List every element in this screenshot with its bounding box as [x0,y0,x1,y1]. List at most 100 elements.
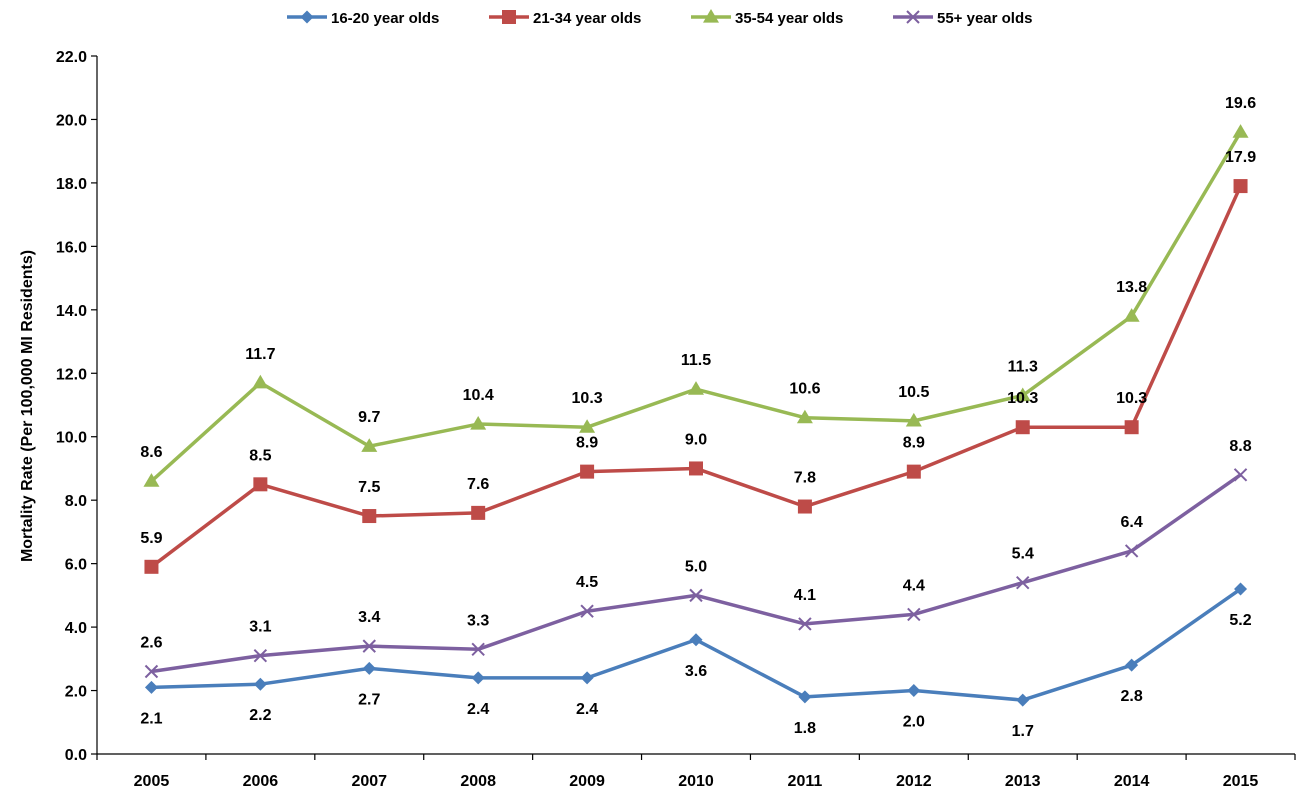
x-tick-label: 2012 [896,773,932,790]
series-marker-16-20 [798,690,812,704]
data-label-35-54: 10.4 [463,387,494,404]
x-tick-label: 2006 [243,773,279,790]
series-marker-35-54 [1232,124,1249,138]
series-marker-16-20 [1016,693,1030,707]
legend-label-16-20: 16-20 year olds [331,10,439,27]
legend-marker-35-54 [703,9,719,23]
x-tick-label: 2014 [1114,773,1150,790]
series-marker-21-34 [471,505,486,520]
data-label-55plus: 4.1 [794,587,816,604]
data-label-55plus: 5.4 [1012,546,1034,563]
y-tick-label: 2.0 [65,684,87,701]
series-marker-55plus [253,648,268,663]
data-label-35-54: 11.7 [245,346,275,363]
data-label-35-54: 13.8 [1116,279,1147,296]
data-label-16-20: 2.8 [1121,688,1143,705]
series-marker-55plus-stroke [362,639,376,653]
data-label-21-34: 7.8 [794,470,816,487]
x-tick-label: 2005 [134,773,170,790]
data-label-16-20: 2.4 [576,701,598,718]
series-marker-21-34 [1015,420,1030,435]
x-tick-label: 2013 [1005,773,1041,790]
series-marker-16-20 [1234,582,1248,596]
legend-marker-55plus [906,10,920,24]
series-marker-16-20 [689,633,703,647]
data-label-21-34: 8.9 [576,435,598,452]
series-marker-55plus [144,664,159,679]
y-axis: 0.0 2.0 4.0 6.0 8.0 10.0 12.0 14.0 16.0 18.0 20.0 2… [56,49,98,764]
y-tick-label: 16.0 [56,239,87,256]
x-tick-label: 2015 [1223,773,1259,790]
legend-marker-21-34 [502,10,516,24]
series-marker-55plus-stroke [1016,575,1030,590]
data-label-35-54: 11.3 [1008,358,1038,375]
series-marker-21-34 [1124,420,1139,435]
y-tick-label: 4.0 [65,620,87,637]
series-marker-55plus-stroke [580,604,594,618]
data-label-35-54: 10.5 [898,384,929,401]
series-marker-16-20 [580,671,594,685]
series-marker-35-54 [905,412,922,427]
series-marker-55plus [1016,575,1030,590]
x-tick-label: 2009 [569,773,605,790]
data-label-55plus: 3.1 [249,619,271,636]
data-label-35-54: 19.6 [1225,95,1256,112]
series-marker-35-54 [1123,308,1140,322]
data-label-21-34: 10.3 [1116,390,1147,407]
data-label-55plus: 6.4 [1121,514,1143,531]
series-marker-21-34 [797,499,812,514]
series-marker-35-54 [470,416,487,430]
data-label-16-20: 2.2 [249,707,271,724]
y-tick-label: 8.0 [65,493,87,510]
series-marker-35-54 [252,374,269,389]
legend-label-21-34: 21-34 year olds [533,10,641,27]
series-marker-35-54 [361,438,378,452]
series-marker-35-54 [796,409,813,424]
x-axis: 2005 2006 2007 2008 2009 2010 2011 2012 2013 2014… [96,753,1296,790]
y-tick-label: 10.0 [56,430,87,447]
data-label-35-54: 9.7 [358,409,380,426]
series-marker-55plus-stroke [144,664,159,679]
series-marker-55plus [471,642,485,657]
legend-label-35-54: 35-54 year olds [735,10,843,27]
data-label-21-34: 5.9 [140,530,162,547]
series-marker-55plus-stroke [798,617,812,631]
series-marker-55plus [907,607,921,622]
data-label-55plus: 5.0 [685,558,707,575]
series-line-21-34 [150,185,1243,569]
data-label-16-20: 2.1 [140,710,162,727]
series-marker-21-34 [580,464,595,479]
x-tick-label: 2010 [678,773,714,790]
data-label-16-20: 2.4 [467,701,489,718]
data-labels: 2.1 2.2 2.7 2.4 2.4 3.6 1.8 2.0 1.7 2.8 5.2 5.9 8.5 7… [140,95,1256,740]
legend: 16-20 year olds 21-34 year olds 35-54 year… [287,9,1032,27]
series-marker-55plus-stroke [1233,468,1248,482]
x-tick-label: 2007 [351,773,387,790]
series-marker-21-34 [906,464,921,479]
series-marker-16-20 [144,680,158,694]
y-tick-label: 14.0 [56,303,87,320]
data-label-35-54: 10.6 [789,381,820,398]
series-marker-35-54 [1014,387,1031,402]
data-label-21-34: 10.3 [1007,390,1038,407]
data-label-16-20: 5.2 [1229,612,1251,629]
series-marker-16-20 [907,684,921,698]
y-tick-label: 22.0 [56,49,87,66]
data-label-21-34: 7.6 [467,476,489,493]
series-marker-16-20 [471,671,485,685]
data-label-21-34: 9.0 [685,431,707,448]
y-tick-label: 0.0 [65,747,87,764]
y-tick-label: 6.0 [65,557,87,574]
data-label-35-54: 8.6 [140,444,162,461]
series-marker-16-20 [362,661,376,675]
data-label-16-20: 1.7 [1012,723,1034,740]
series-marker-55plus-stroke [253,648,268,663]
series-marker-16-20 [1125,658,1139,672]
legend-label-55plus: 55+ year olds [937,10,1032,27]
data-label-21-34: 8.5 [249,447,271,464]
series-marker-35-54 [579,419,596,433]
data-label-55plus: 2.6 [140,635,162,652]
y-tick-label: 20.0 [56,112,87,129]
series-marker-55plus [580,604,594,618]
